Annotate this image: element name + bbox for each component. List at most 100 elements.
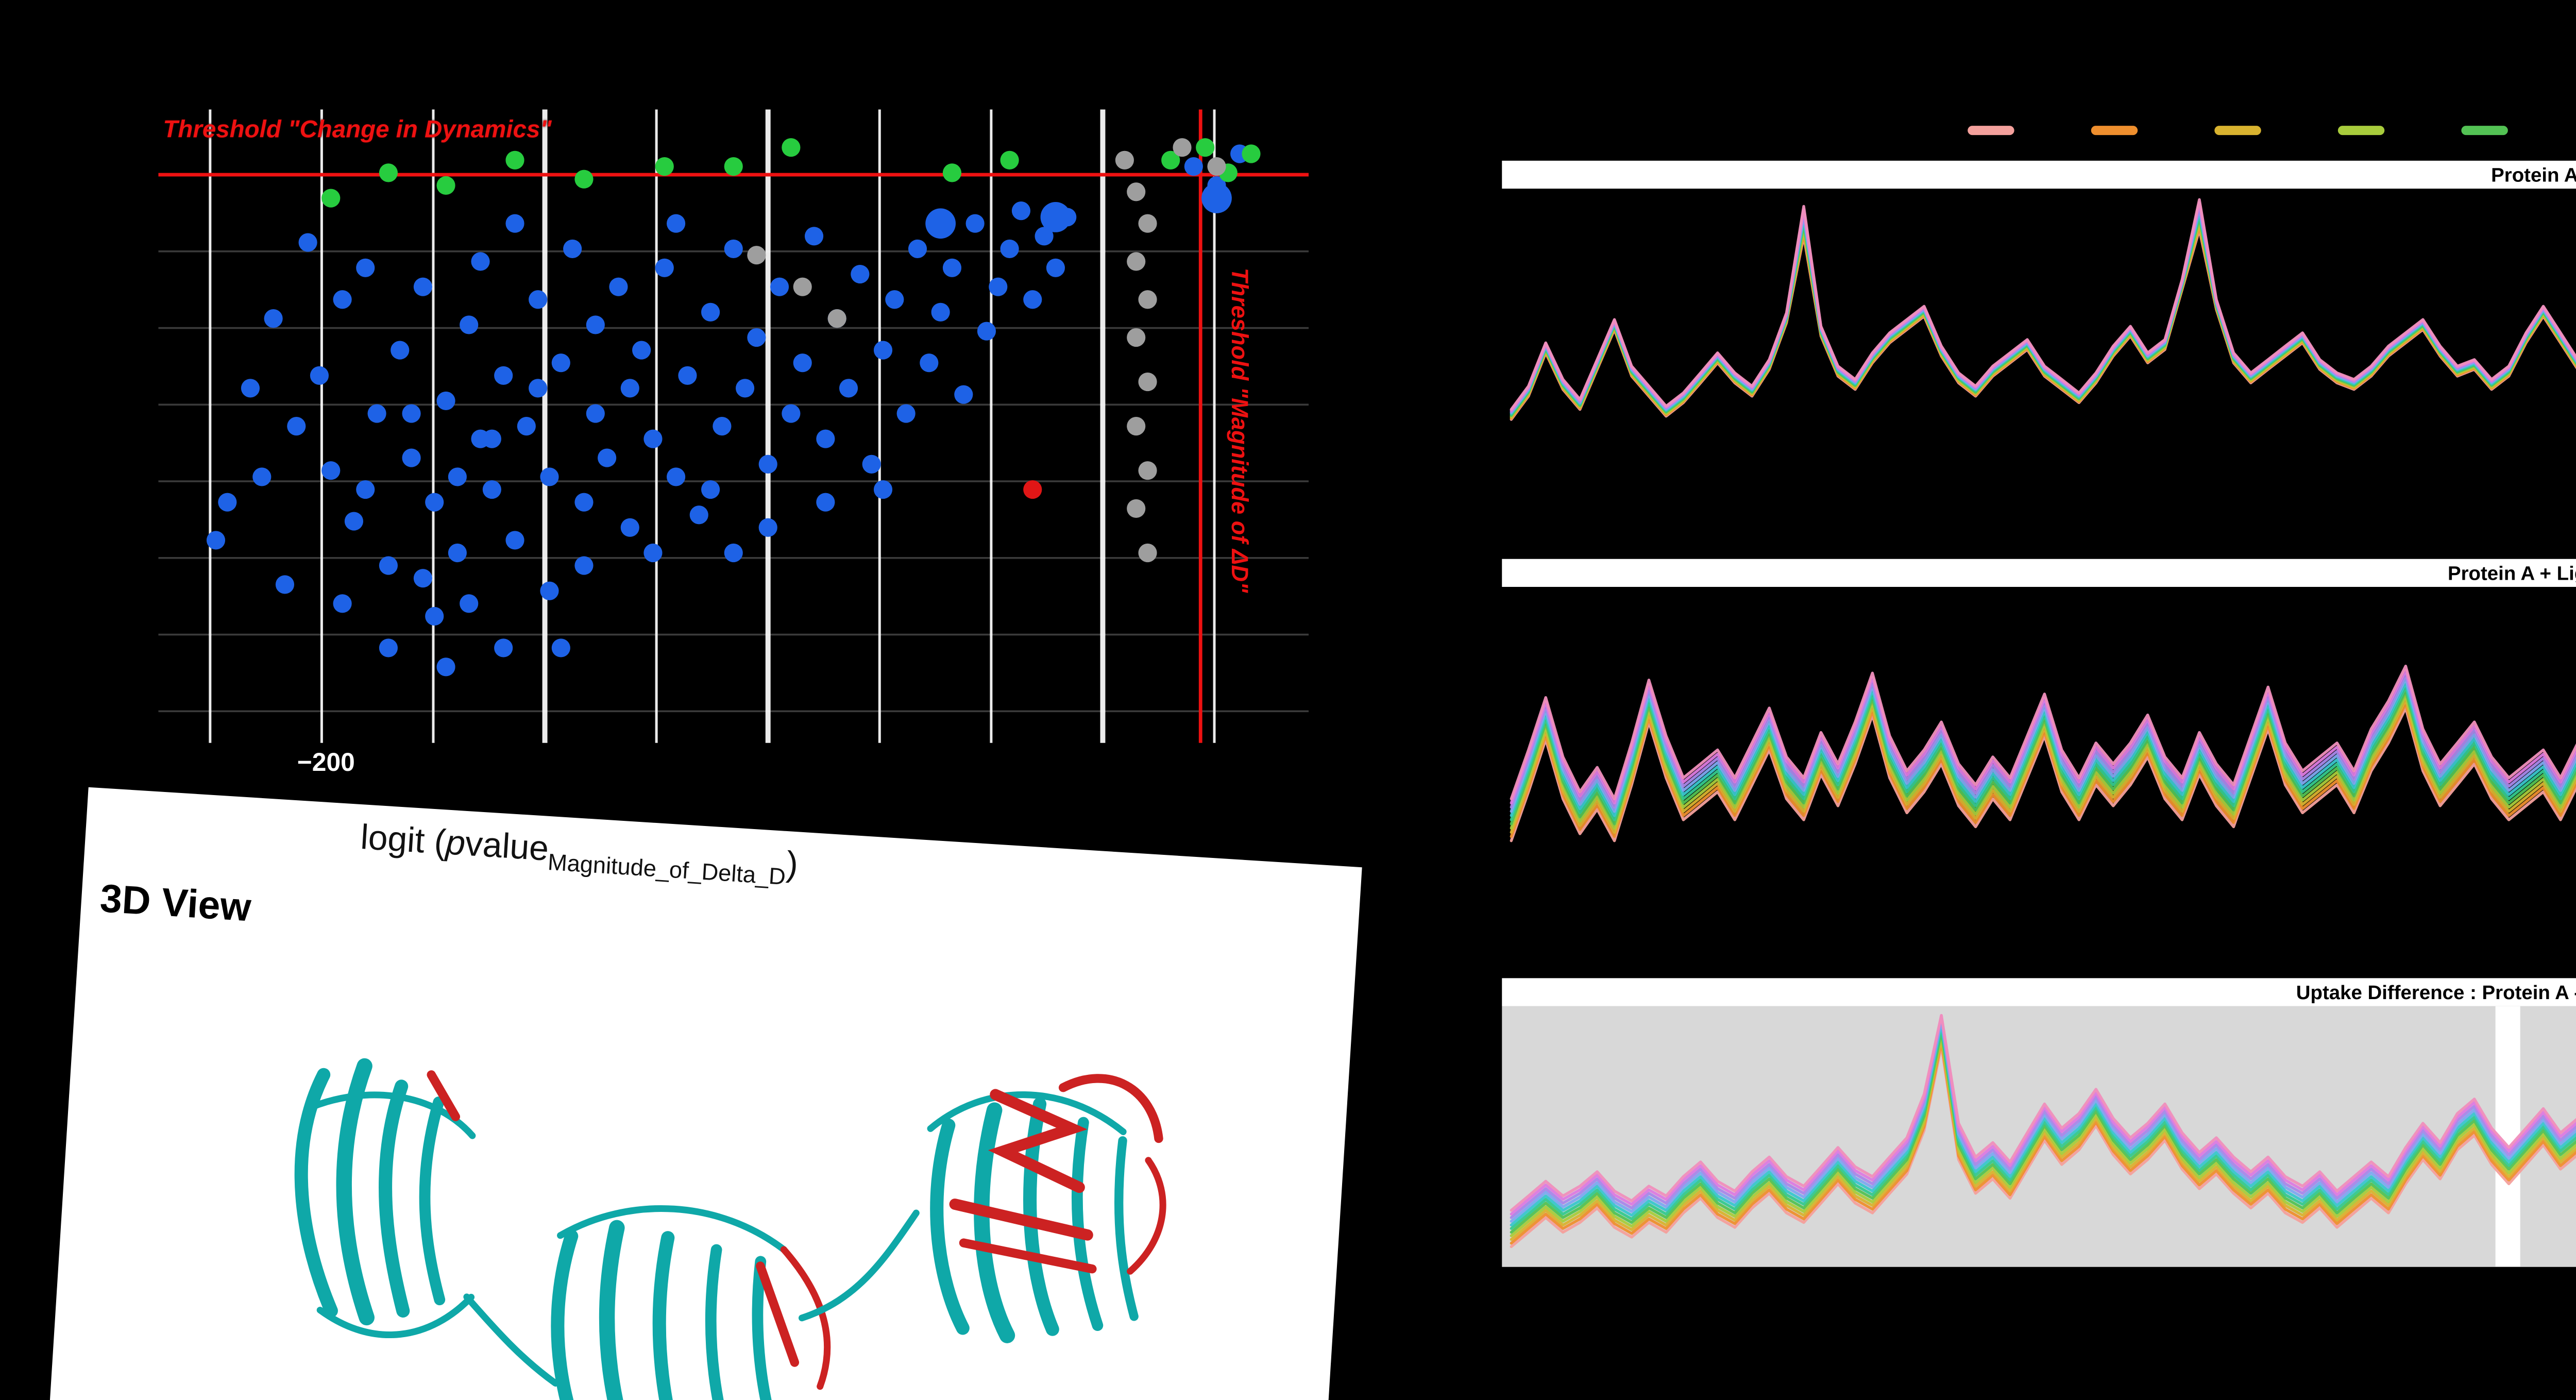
uptake-series-line[interactable] — [1510, 213, 2576, 416]
scatter-point-green[interactable] — [505, 150, 524, 170]
scatter-point-blue[interactable] — [1035, 227, 1054, 246]
scatter-point-blue[interactable] — [632, 341, 651, 360]
scatter-point-gray[interactable] — [1127, 499, 1146, 518]
legend-swatch[interactable] — [2214, 126, 2261, 134]
scatter-point-blue[interactable] — [1000, 239, 1019, 258]
scatter-point-blue[interactable] — [574, 556, 594, 575]
scatter-point-blue[interactable] — [965, 214, 985, 233]
uptake-series-line[interactable] — [1510, 1033, 2576, 1253]
uptake-series-line[interactable] — [1510, 201, 2576, 412]
scatter-point-blue[interactable] — [643, 543, 663, 563]
scatter-point-blue[interactable] — [460, 315, 479, 334]
scatter-point-blue[interactable] — [735, 379, 755, 398]
uptake-series-line[interactable] — [1510, 1015, 2576, 1235]
scatter-point-blue[interactable] — [667, 214, 686, 233]
scatter-point-gray[interactable] — [1138, 290, 1157, 309]
scatter-point-blue[interactable] — [356, 258, 375, 277]
scatter-point-gray[interactable] — [1138, 543, 1157, 563]
scatter-point-gray[interactable] — [1138, 461, 1157, 480]
scatter-point-green[interactable] — [379, 163, 398, 182]
uptake-series-line[interactable] — [1510, 1014, 2576, 1232]
scatter-point-blue[interactable] — [379, 556, 398, 575]
scatter-point-blue[interactable] — [344, 512, 363, 531]
scatter-point-green[interactable] — [574, 170, 594, 189]
scatter-point-blue[interactable] — [655, 258, 674, 277]
scatter-point-blue[interactable] — [460, 594, 479, 613]
scatter-point-blue[interactable] — [908, 239, 927, 258]
scatter-point-blue[interactable] — [586, 315, 605, 334]
scatter-point-blue[interactable] — [954, 385, 973, 404]
scatter-point-blue[interactable] — [1184, 157, 1203, 176]
uptake-series-line[interactable] — [1510, 210, 2576, 415]
scatter-point-gray[interactable] — [827, 309, 846, 328]
uptake-series-line[interactable] — [1510, 669, 2576, 842]
scatter-point-blue[interactable] — [252, 467, 272, 486]
scatter-point-blue[interactable] — [321, 461, 341, 480]
scatter-point-blue[interactable] — [851, 264, 870, 284]
scatter-point-blue[interactable] — [402, 448, 421, 467]
uptake-series-line[interactable] — [1510, 649, 2576, 834]
uptake-series-line[interactable] — [1510, 638, 2576, 830]
scatter-point-blue[interactable] — [701, 480, 720, 499]
scatter-point-blue[interactable] — [551, 353, 570, 373]
scatter-point-blue[interactable] — [643, 429, 663, 448]
scatter-point-blue-large[interactable] — [925, 208, 956, 239]
scatter-point-blue-large[interactable] — [1201, 183, 1232, 213]
scatter-point-blue[interactable] — [1023, 290, 1042, 309]
scatter-point-gray[interactable] — [1138, 214, 1157, 233]
scatter-point-blue[interactable] — [1046, 258, 1065, 277]
scatter-point-blue[interactable] — [218, 493, 237, 512]
scatter-point-blue[interactable] — [931, 302, 950, 322]
scatter-point-blue[interactable] — [425, 606, 444, 626]
scatter-point-blue[interactable] — [920, 353, 939, 373]
scatter-point-blue[interactable] — [873, 480, 893, 499]
scatter-point-blue[interactable] — [206, 531, 226, 550]
scatter-point-blue[interactable] — [816, 429, 835, 448]
scatter-point-blue[interactable] — [574, 493, 594, 512]
scatter-point-gray[interactable] — [1115, 150, 1134, 170]
scatter-point-blue[interactable] — [989, 277, 1008, 296]
scatter-point-blue[interactable] — [391, 341, 410, 360]
scatter-point-gray[interactable] — [1127, 182, 1146, 201]
uptake-series-line[interactable] — [1510, 204, 2576, 413]
scatter-point-blue[interactable] — [620, 518, 639, 537]
uptake-series-line[interactable] — [1510, 1044, 2576, 1257]
scatter-point-blue[interactable] — [264, 309, 283, 328]
uptake-series-line[interactable] — [1510, 617, 2576, 821]
uptake-series-line[interactable] — [1510, 207, 2576, 414]
scatter-point-blue[interactable] — [379, 638, 398, 657]
scatter-point-green[interactable] — [321, 189, 341, 208]
protein-ribbon-view[interactable] — [52, 937, 1334, 1400]
scatter-point-blue[interactable] — [701, 302, 720, 322]
scatter-point-blue[interactable] — [448, 467, 467, 486]
scatter-point-blue[interactable] — [793, 353, 812, 373]
scatter-point-blue[interactable] — [873, 341, 893, 360]
scatter-point-gray[interactable] — [1138, 372, 1157, 392]
uptake-chart-protein-a-ligand[interactable] — [1502, 587, 2576, 955]
scatter-point-gray[interactable] — [1127, 417, 1146, 436]
scatter-point-blue[interactable] — [678, 366, 697, 385]
uptake-series-line[interactable] — [1510, 628, 2576, 825]
uptake-chart-protein-a[interactable] — [1502, 189, 2576, 540]
scatter-point-blue[interactable] — [287, 417, 306, 436]
uptake-series-line[interactable] — [1510, 1019, 2576, 1238]
uptake-series-line[interactable] — [1510, 596, 2576, 809]
scatter-point-green[interactable] — [1242, 144, 1261, 163]
uptake-series-line[interactable] — [1510, 596, 2576, 805]
scatter-points[interactable] — [206, 138, 1261, 677]
scatter-point-blue[interactable] — [816, 493, 835, 512]
scatter-point-blue[interactable] — [747, 328, 766, 347]
scatter-point-green[interactable] — [436, 176, 455, 195]
volcano-plot-area[interactable] — [158, 109, 1309, 743]
scatter-point-blue[interactable] — [436, 657, 455, 677]
scatter-point-blue[interactable] — [689, 505, 708, 525]
scatter-point-green[interactable] — [655, 157, 674, 176]
scatter-point-blue[interactable] — [804, 227, 824, 246]
scatter-point-blue[interactable] — [540, 467, 559, 486]
scatter-point-blue[interactable] — [494, 366, 513, 385]
scatter-point-blue[interactable] — [770, 277, 789, 296]
scatter-point-blue[interactable] — [713, 417, 732, 436]
scatter-point-gray[interactable] — [1127, 328, 1146, 347]
legend-swatch[interactable] — [2091, 126, 2138, 134]
scatter-point-blue[interactable] — [310, 366, 329, 385]
